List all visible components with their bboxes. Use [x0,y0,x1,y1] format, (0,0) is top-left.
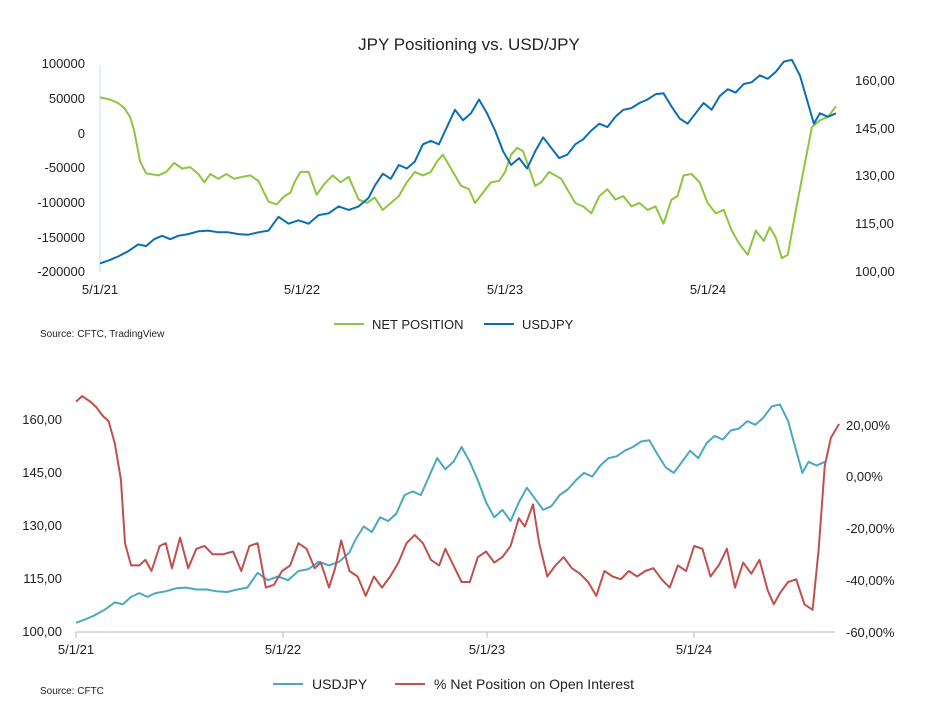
series-line-usdjpy [99,58,837,265]
series-line-usdjpy [75,403,826,624]
top-x-tick: 5/1/23 [487,282,523,297]
bottom-series-group [75,395,840,624]
legend-label-usdjpy-bottom: USDJPY [312,676,368,692]
bottom-right-tick: -60,00% [846,625,895,640]
legend-label-net-position-oi: % Net Position on Open Interest [434,676,634,692]
top-x-tick: 5/1/21 [82,282,118,297]
top-x-axis: 5/1/21 5/1/22 5/1/23 5/1/24 [82,65,726,297]
bottom-left-axis: 160,00 145,00 130,00 115,00 100,00 [22,412,62,639]
bottom-right-axis: 20,00% 0,00% -20,00% -40,00% -60,00% [846,418,895,640]
top-chart: JPY Positioning vs. USD/JPY 100000 50000… [37,35,894,340]
bottom-right-tick: 0,00% [846,469,883,484]
legend-label-net-position: NET POSITION [372,317,464,332]
top-x-tick: 5/1/24 [690,282,726,297]
top-left-tick: -50000 [45,160,85,175]
bottom-right-tick: 20,00% [846,418,891,433]
top-left-tick: -150000 [37,230,85,245]
bottom-right-tick: -40,00% [846,573,895,588]
top-right-tick: 130,00 [855,168,895,183]
top-left-tick: 50000 [49,91,85,106]
top-legend: NET POSITION USDJPY [334,317,574,332]
top-series-group [99,58,837,265]
top-right-tick: 115,00 [855,216,894,231]
bottom-x-axis: 5/1/21 5/1/22 5/1/23 5/1/24 [58,631,835,657]
top-left-tick: 0 [78,126,85,141]
top-x-tick: 5/1/22 [284,282,320,297]
series-line-net-position [99,96,837,260]
top-left-tick: 100000 [42,56,85,71]
top-chart-title: JPY Positioning vs. USD/JPY [358,35,580,54]
bottom-source-note: Source: CFTC [40,686,104,697]
bottom-chart: 160,00 145,00 130,00 115,00 100,00 20,00… [22,395,895,697]
bottom-left-tick: 100,00 [22,624,62,639]
bottom-right-tick: -20,00% [846,521,895,536]
top-left-tick: -200000 [37,264,85,279]
bottom-x-tick: 5/1/23 [469,642,505,657]
bottom-left-tick: 160,00 [22,412,62,427]
bottom-legend: USDJPY % Net Position on Open Interest [273,676,634,692]
top-right-tick: 160,00 [855,73,895,88]
legend-label-usdjpy: USDJPY [522,317,574,332]
bottom-left-tick: 130,00 [22,518,62,533]
bottom-left-tick: 145,00 [22,465,62,480]
top-right-axis: 160,00 145,00 130,00 115,00 100,00 [855,73,895,279]
top-left-tick: -100000 [37,195,85,210]
top-right-tick: 100,00 [855,264,895,279]
top-left-axis: 100000 50000 0 -50000 -100000 -150000 -2… [37,56,85,279]
bottom-x-tick: 5/1/24 [676,642,712,657]
bottom-x-tick: 5/1/22 [265,642,301,657]
top-source-note: Source: CFTC, TradingView [40,329,165,340]
bottom-left-tick: 115,00 [23,571,62,586]
series-line-net-position-on-open-interest [75,395,840,611]
top-right-tick: 145,00 [855,121,895,136]
bottom-x-tick: 5/1/21 [58,642,94,657]
